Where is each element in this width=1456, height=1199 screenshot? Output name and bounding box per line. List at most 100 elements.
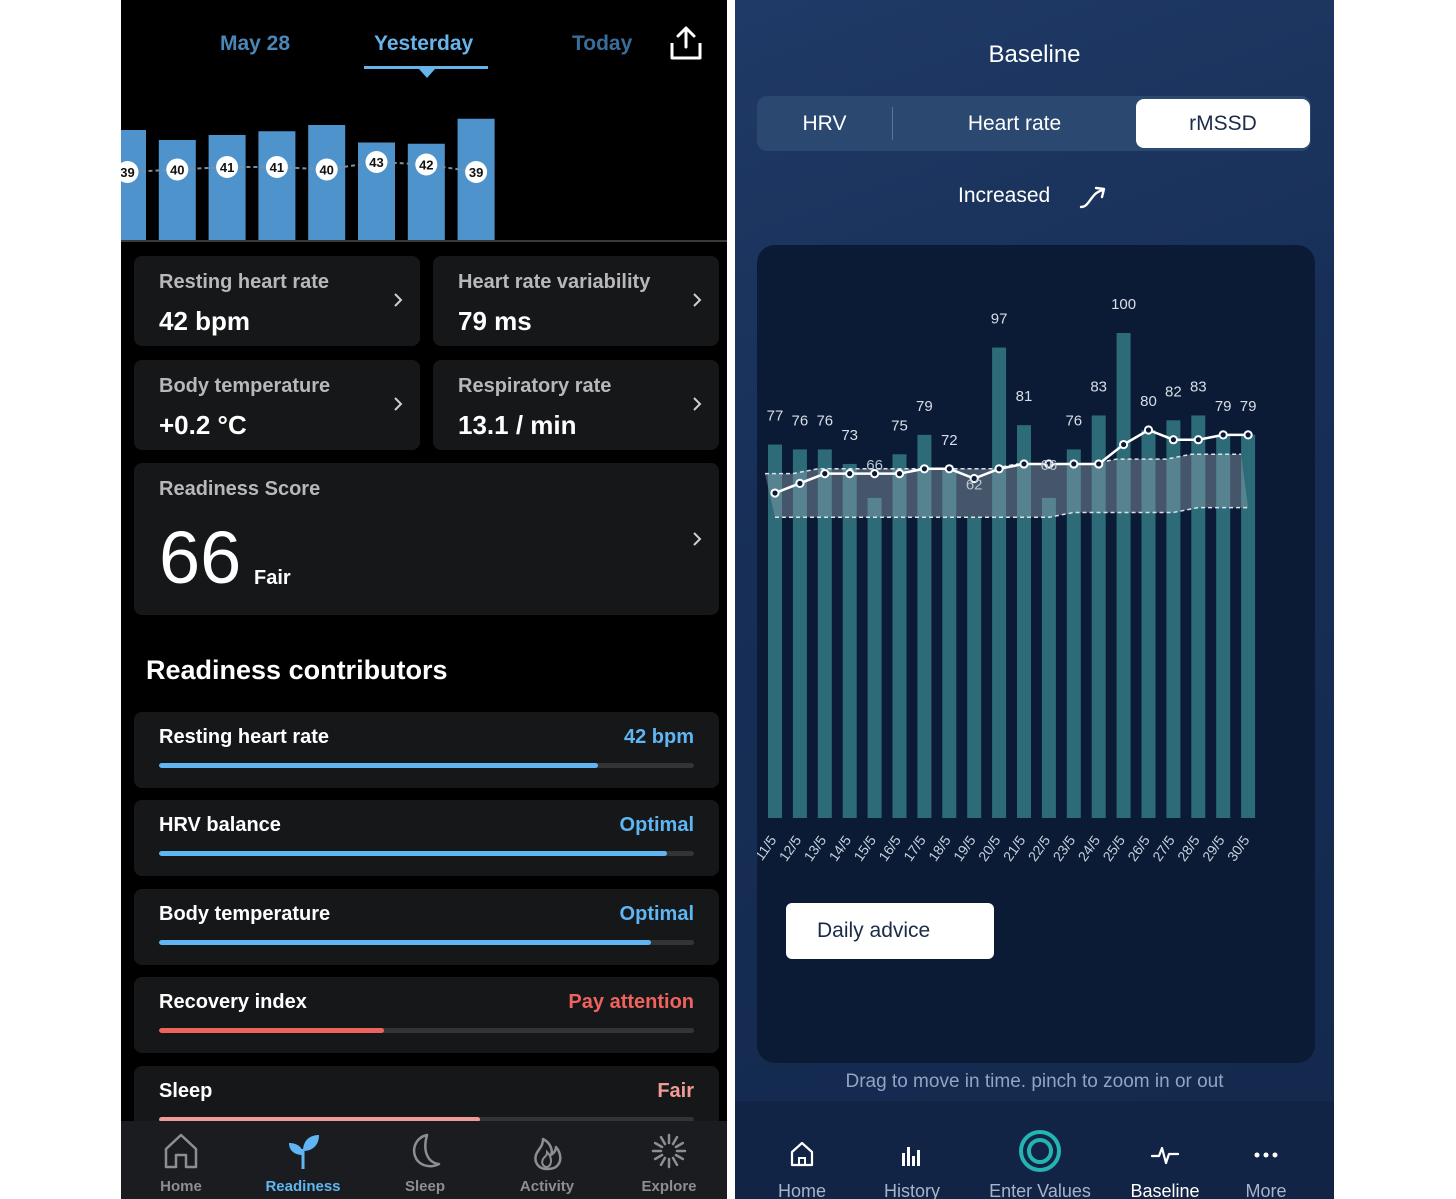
contributor-recovery-index[interactable]: Recovery index Pay attention xyxy=(134,977,719,1053)
nav-readiness[interactable]: Readiness xyxy=(243,1121,363,1199)
x-tick-label: 17/5 xyxy=(900,832,929,864)
tab-prev-date[interactable]: May 28 xyxy=(220,32,291,55)
baseline-band xyxy=(765,454,1249,518)
average-point xyxy=(894,469,905,479)
bar-value-label: 100 xyxy=(1111,296,1136,313)
rmssd-bar[interactable] xyxy=(1241,434,1256,818)
segment-divider xyxy=(892,107,893,140)
contributor-resting-hr[interactable]: Resting heart rate 42 bpm xyxy=(134,712,719,788)
readiness-score-label: Readiness Score xyxy=(159,478,321,500)
x-tick-label: 19/5 xyxy=(950,832,979,864)
x-tick-label: 22/5 xyxy=(1025,832,1054,864)
nav-sleep[interactable]: Sleep xyxy=(365,1121,485,1199)
chart-panel[interactable]: 77 76 76 73 66 75 79 72 62 97 81 66 76 83 100 80 82 83 79 7… xyxy=(751,245,1315,1063)
nav-baseline[interactable]: Baseline xyxy=(1115,1101,1215,1199)
share-icon[interactable] xyxy=(668,25,704,61)
trend-label: Increased xyxy=(958,184,1051,207)
bar-value-label: 66 xyxy=(1041,457,1058,474)
rmssd-bar[interactable] xyxy=(1116,333,1131,818)
daily-value-dot xyxy=(216,156,239,178)
rmssd-bar[interactable] xyxy=(1066,449,1081,818)
nav-explore[interactable]: Explore xyxy=(609,1121,727,1199)
x-tick-label: 29/5 xyxy=(1199,832,1228,864)
tab-today[interactable]: Today xyxy=(572,32,633,55)
nav-enter-values[interactable]: Enter Values xyxy=(980,1101,1100,1199)
contributor-progress-fill xyxy=(159,940,652,945)
rmssd-bar[interactable] xyxy=(1041,497,1056,818)
rmssd-bar[interactable] xyxy=(942,468,957,818)
daily-value-label: 41 xyxy=(220,160,234,175)
rmssd-bar[interactable] xyxy=(992,347,1007,818)
chevron-right-icon xyxy=(693,532,702,546)
baseline-screen: Baseline HRV Heart rate rMSSD Increased … xyxy=(735,0,1334,1199)
nav-history[interactable]: History xyxy=(862,1101,962,1199)
nav-label: History xyxy=(883,1181,940,1199)
average-point xyxy=(1218,430,1228,440)
average-point xyxy=(1019,459,1029,469)
contributor-progress-track xyxy=(159,1117,694,1122)
rmssd-bar[interactable] xyxy=(1017,425,1031,818)
rmssd-bar[interactable] xyxy=(1166,420,1181,818)
rmssd-bar[interactable] xyxy=(768,444,782,818)
segment-rmssd[interactable]: rMSSD xyxy=(1189,112,1257,135)
metric-card-hrv[interactable]: Heart rate variability 79 ms xyxy=(433,256,719,346)
rmssd-bar[interactable] xyxy=(1141,430,1156,818)
daily-value-dot xyxy=(121,161,139,183)
nav-label: More xyxy=(1245,1181,1287,1199)
rmssd-bar[interactable] xyxy=(1191,415,1206,818)
segment-active-highlight xyxy=(1136,99,1310,148)
daily-bar[interactable] xyxy=(308,125,346,240)
moon-icon xyxy=(412,1133,441,1168)
rmssd-bar[interactable] xyxy=(842,463,857,818)
rmssd-chart[interactable]: 77 76 76 73 66 75 79 72 62 97 81 66 76 83 100 80 82 83 79 7… xyxy=(751,245,1315,885)
daily-resting-hr-chart[interactable]: 39 40 41 41 40 43 42 39 xyxy=(121,100,727,242)
nav-label: Enter Values xyxy=(989,1181,1091,1199)
daily-bar[interactable] xyxy=(121,130,146,240)
nav-home[interactable]: Home xyxy=(752,1101,852,1199)
daily-bar[interactable] xyxy=(158,140,196,240)
rmssd-bar[interactable] xyxy=(867,497,882,818)
contributors-heading: Readiness contributors xyxy=(146,655,448,685)
x-tick-label: 11/5 xyxy=(757,832,780,863)
rmssd-bar[interactable] xyxy=(917,434,932,818)
x-tick-label: 27/5 xyxy=(1149,832,1178,864)
daily-value-dot xyxy=(315,158,338,181)
daily-bar[interactable] xyxy=(208,135,246,240)
rmssd-bar[interactable] xyxy=(892,454,907,818)
contributor-body-temperature[interactable]: Body temperature Optimal xyxy=(134,889,719,965)
metric-segmented-control: HRV Heart rate rMSSD xyxy=(757,96,1311,151)
average-point xyxy=(1069,459,1079,469)
rmssd-bar[interactable] xyxy=(967,517,982,818)
rmssd-bar[interactable] xyxy=(792,449,807,818)
daily-advice-button[interactable]: Daily advice xyxy=(786,903,994,959)
segment-hrv[interactable]: HRV xyxy=(802,112,847,135)
metric-label: Body temperature xyxy=(159,375,331,397)
nav-more[interactable]: More xyxy=(1216,1101,1316,1199)
rmssd-bar[interactable] xyxy=(1091,415,1106,818)
metric-card-resting-hr[interactable]: Resting heart rate 42 bpm xyxy=(134,256,420,346)
nav-label: Explore xyxy=(641,1178,697,1195)
rmssd-bar[interactable] xyxy=(817,449,832,818)
average-point xyxy=(795,478,805,488)
nav-label: Baseline xyxy=(1130,1181,1200,1199)
readiness-score-card[interactable]: Readiness Score 66 Fair xyxy=(134,463,719,615)
contributor-label: Recovery index xyxy=(159,991,307,1013)
band-upper-edge xyxy=(765,453,1242,475)
rmssd-bar[interactable] xyxy=(1216,434,1231,818)
metric-card-body-temperature[interactable]: Body temperature +0.2 °C xyxy=(134,360,420,450)
metric-card-respiratory-rate[interactable]: Respiratory rate 13.1 / min xyxy=(433,360,719,450)
metric-label: Resting heart rate xyxy=(159,271,330,293)
bar-value-label: 83 xyxy=(1090,378,1107,395)
average-point xyxy=(845,469,855,479)
metric-value: 13.1 / min xyxy=(458,410,577,440)
contributor-hrv-balance[interactable]: HRV balance Optimal xyxy=(134,800,719,876)
segment-heart-rate[interactable]: Heart rate xyxy=(967,112,1062,135)
contributor-progress-fill xyxy=(159,763,598,768)
bar-value-label: 72 xyxy=(941,432,958,449)
dots-icon xyxy=(1254,1152,1278,1158)
daily-bar[interactable] xyxy=(258,131,296,240)
nav-activity[interactable]: Activity xyxy=(487,1121,607,1199)
ring-icon xyxy=(1019,1130,1061,1172)
nav-home[interactable]: Home xyxy=(121,1121,241,1199)
tab-yesterday[interactable]: Yesterday xyxy=(374,32,474,55)
